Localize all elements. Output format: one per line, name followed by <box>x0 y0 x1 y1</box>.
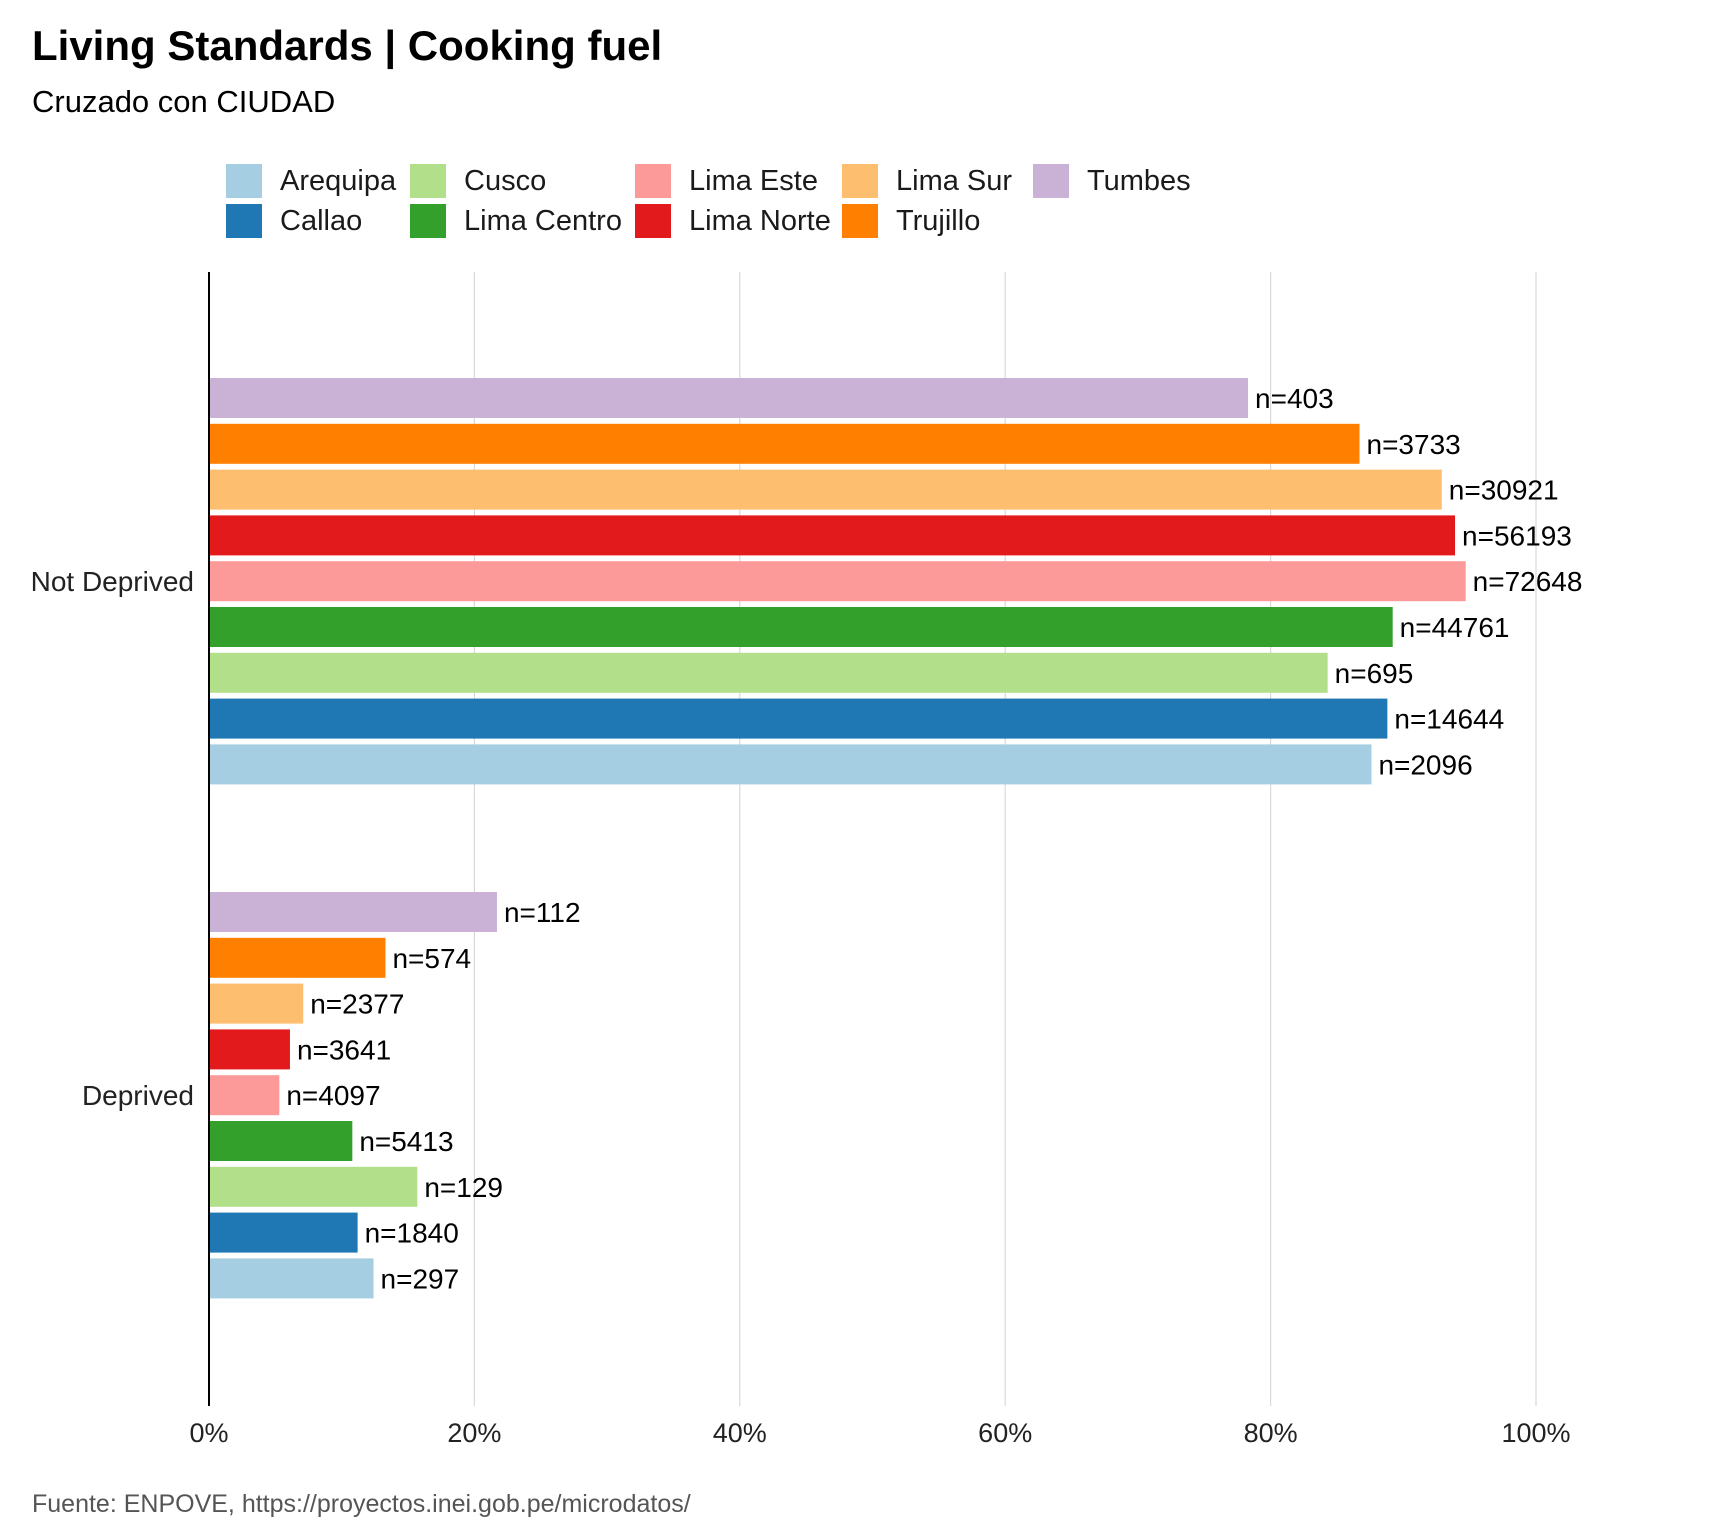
legend-label: Trujillo <box>896 204 981 237</box>
data-label: n=112 <box>504 897 581 928</box>
bar <box>209 892 497 932</box>
bar <box>209 423 1360 464</box>
legend-item: Tumbes <box>1033 163 1191 199</box>
data-label: n=297 <box>381 1263 460 1294</box>
legend-item: Arequipa <box>226 163 396 199</box>
legend-label: Arequipa <box>280 164 397 197</box>
legend-swatch <box>635 164 671 198</box>
x-tick-label: 60% <box>978 1418 1032 1448</box>
legend-item: Lima Centro <box>410 203 622 239</box>
legend-item: Callao <box>226 203 362 239</box>
data-label: n=695 <box>1335 658 1414 689</box>
chart-title: Living Standards | Cooking fuel <box>32 22 663 69</box>
x-tick-label: 80% <box>1244 1418 1298 1448</box>
legend-label: Callao <box>280 204 363 237</box>
bar <box>209 1121 353 1161</box>
data-label: n=30921 <box>1449 475 1559 506</box>
bar <box>209 698 1388 739</box>
x-tick-label: 100% <box>1501 1418 1570 1448</box>
bar <box>209 561 1466 602</box>
legend-item: Lima Norte <box>635 203 831 239</box>
data-label: n=1840 <box>365 1218 459 1249</box>
bar <box>209 983 304 1024</box>
data-label: n=129 <box>424 1172 503 1203</box>
legend-label: Lima Centro <box>464 204 622 237</box>
legend-swatch <box>226 204 262 238</box>
legend-swatch <box>842 164 878 198</box>
legend-label: Tumbes <box>1087 164 1191 197</box>
x-tick-label: 40% <box>713 1418 767 1448</box>
data-label: n=14644 <box>1394 704 1504 735</box>
legend-label: Lima Sur <box>896 164 1013 197</box>
legend-item: Lima Sur <box>842 163 1012 199</box>
bar-chart: 0% 20% 40% 60% 80% 100% Not Deprived Deprived n=… <box>31 272 1583 1448</box>
bar <box>209 1212 358 1253</box>
bar <box>209 744 1372 785</box>
legend: Arequipa Callao Cusco Lima Centro Lima Este L… <box>226 163 1226 243</box>
legend-item: Lima Este <box>635 163 818 199</box>
legend-swatch <box>1033 164 1069 198</box>
x-tick-label: 0% <box>189 1418 228 1448</box>
data-label: n=4097 <box>286 1080 380 1111</box>
bar <box>209 378 1249 418</box>
bar <box>209 469 1442 510</box>
legend-swatch <box>410 204 446 238</box>
bar <box>209 607 1393 647</box>
bar <box>209 652 1328 693</box>
bar <box>209 1029 290 1070</box>
legend-label: Cusco <box>464 164 547 197</box>
data-label: n=56193 <box>1462 520 1572 551</box>
chart-subtitle: Cruzado con CIUDAD <box>32 84 336 119</box>
data-label: n=5413 <box>359 1126 453 1157</box>
data-label: n=2096 <box>1378 749 1472 780</box>
legend-item: Cusco <box>410 163 546 199</box>
data-label: n=2377 <box>310 989 404 1020</box>
category-label: Deprived <box>82 1080 194 1111</box>
bar <box>209 1258 374 1299</box>
data-label: n=3733 <box>1367 429 1461 460</box>
bar <box>209 937 386 978</box>
data-label: n=574 <box>392 943 471 974</box>
data-label: n=3641 <box>297 1034 391 1065</box>
legend-swatch <box>842 204 878 238</box>
legend-swatch <box>635 204 671 238</box>
data-label: n=403 <box>1255 383 1334 414</box>
category-label: Not Deprived <box>31 566 194 597</box>
legend-label: Lima Este <box>689 164 818 197</box>
data-label: n=44761 <box>1400 612 1510 643</box>
data-label: n=72648 <box>1473 566 1583 597</box>
x-tick-label: 20% <box>447 1418 501 1448</box>
legend-swatch <box>410 164 446 198</box>
bar <box>209 515 1456 556</box>
legend-item: Trujillo <box>842 203 980 239</box>
chart-caption: Fuente: ENPOVE, https://proyectos.inei.g… <box>32 1490 691 1518</box>
legend-label: Lima Norte <box>689 204 831 237</box>
bar <box>209 1075 280 1116</box>
legend-swatch <box>226 164 262 198</box>
bar <box>209 1166 418 1207</box>
